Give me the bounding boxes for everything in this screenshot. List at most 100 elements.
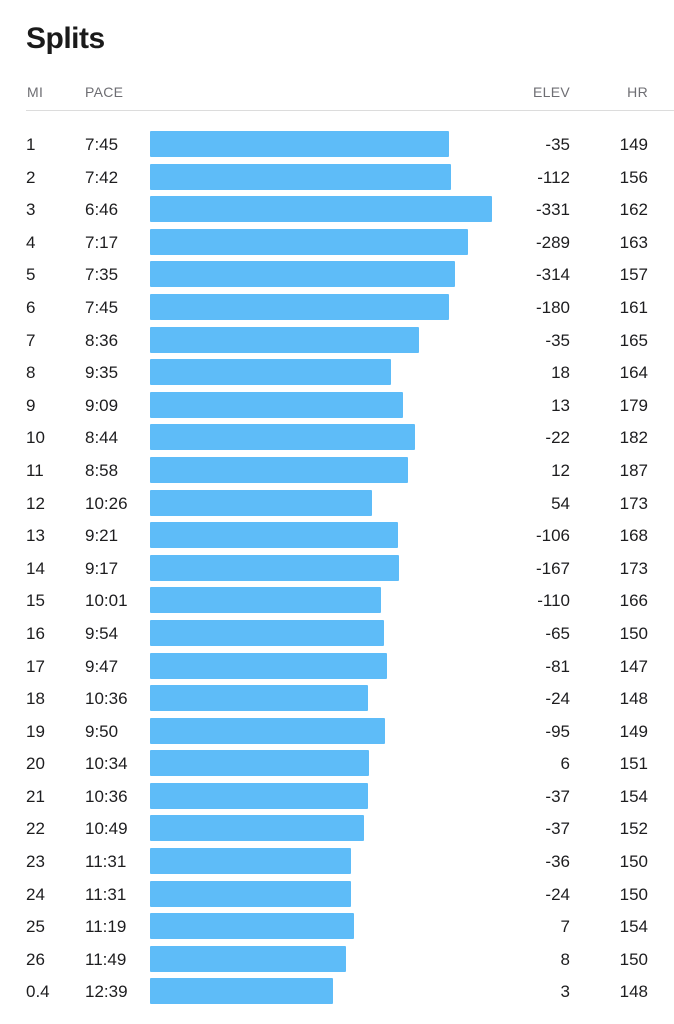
split-mile: 16	[26, 623, 45, 643]
split-elevation: 8	[560, 949, 570, 969]
split-pace: 11:31	[85, 852, 127, 872]
split-heart-rate: 173	[619, 493, 648, 513]
split-heart-rate: 148	[619, 982, 648, 1002]
split-pace: 8:44	[85, 428, 119, 448]
split-heart-rate: 162	[619, 200, 648, 220]
split-row: 25 11:19 7 154	[0, 910, 674, 943]
split-row: 13 9:21 -106 168	[0, 519, 674, 552]
splits-table-header: MI PACE ELEV HR	[0, 80, 674, 104]
split-heart-rate: 148	[619, 689, 648, 709]
split-elevation: -22	[545, 428, 570, 448]
split-row: 23 11:31 -36 150	[0, 845, 674, 878]
split-row: 11 8:58 12 187	[0, 454, 674, 487]
split-elevation: 12	[551, 460, 570, 480]
split-row: 22 10:49 -37 152	[0, 812, 674, 845]
split-pace: 7:45	[85, 297, 119, 317]
split-elevation: -112	[537, 167, 570, 187]
split-pace: 7:17	[85, 232, 119, 252]
split-mile: 14	[26, 558, 45, 578]
pace-bar	[150, 131, 449, 157]
pace-bar	[150, 652, 387, 679]
split-heart-rate: 152	[619, 819, 648, 839]
split-row: 7 8:36 -35 165	[0, 324, 674, 357]
split-mile: 25	[26, 917, 45, 937]
header-elev: ELEV	[533, 84, 570, 100]
pace-bar	[150, 880, 351, 907]
split-row: 18 10:36 -24 148	[0, 682, 674, 715]
split-pace: 9:21	[85, 526, 119, 546]
split-heart-rate: 151	[619, 754, 648, 774]
split-elevation: -24	[545, 884, 570, 904]
split-row: 10 8:44 -22 182	[0, 421, 674, 454]
split-pace: 7:35	[85, 265, 119, 285]
page-title: Splits	[26, 22, 105, 55]
split-elevation: -95	[545, 721, 570, 741]
split-pace: 6:46	[85, 200, 119, 220]
split-mile: 9	[26, 395, 36, 415]
pace-bar	[150, 913, 354, 940]
split-elevation: 54	[551, 493, 570, 513]
pace-bar	[150, 587, 381, 614]
split-row: 5 7:35 -314 157	[0, 258, 674, 291]
split-row: 15 10:01 -110 166	[0, 584, 674, 617]
split-elevation: -37	[545, 819, 570, 839]
pace-bar	[150, 619, 384, 646]
pace-bar	[150, 685, 368, 712]
pace-bar	[150, 228, 468, 255]
split-row: 2 7:42 -112 156	[0, 161, 674, 194]
split-heart-rate: 166	[619, 591, 648, 611]
split-row: 17 9:47 -81 147	[0, 650, 674, 683]
split-pace: 9:17	[85, 558, 119, 578]
pace-bar	[150, 163, 451, 190]
split-heart-rate: 165	[619, 330, 648, 350]
split-heart-rate: 161	[619, 297, 648, 317]
split-pace: 9:09	[85, 395, 119, 415]
split-pace: 8:36	[85, 330, 119, 350]
split-pace: 8:58	[85, 460, 119, 480]
split-elevation: -167	[535, 558, 570, 578]
pace-bar	[150, 717, 385, 744]
header-pace: PACE	[85, 84, 124, 100]
split-elevation: -331	[535, 200, 570, 220]
split-mile: 23	[26, 852, 45, 872]
split-mile: 3	[26, 200, 36, 220]
split-row: 19 9:50 -95 149	[0, 715, 674, 748]
pace-bar	[150, 782, 368, 809]
split-row: 12 10:26 54 173	[0, 487, 674, 520]
split-pace: 7:42	[85, 167, 119, 187]
split-elevation: 18	[551, 363, 570, 383]
split-heart-rate: 154	[619, 786, 648, 806]
splits-list: 1 7:45 -35 149 2 7:42 -112 156 3 6:46 -331 162 4 7:17…	[0, 128, 674, 1008]
split-heart-rate: 156	[619, 167, 648, 187]
split-heart-rate: 164	[619, 363, 648, 383]
split-row: 16 9:54 -65 150	[0, 617, 674, 650]
pace-bar	[150, 522, 398, 549]
pace-bar	[150, 456, 408, 483]
split-heart-rate: 157	[619, 265, 648, 285]
pace-bar	[150, 391, 403, 418]
pace-bar	[150, 750, 369, 777]
pace-bar	[150, 326, 419, 353]
split-heart-rate: 154	[619, 917, 648, 937]
split-pace: 10:34	[85, 754, 128, 774]
split-heart-rate: 149	[619, 721, 648, 741]
split-row: 9 9:09 13 179	[0, 389, 674, 422]
split-mile: 6	[26, 297, 36, 317]
pace-bar	[150, 424, 415, 451]
split-mile: 13	[26, 526, 45, 546]
split-row: 14 9:17 -167 173	[0, 552, 674, 585]
split-elevation: 3	[560, 982, 570, 1002]
split-elevation: -289	[535, 232, 570, 252]
split-mile: 24	[26, 884, 45, 904]
pace-bar	[150, 196, 492, 223]
split-row: 1 7:45 -35 149	[0, 128, 674, 161]
pace-bar	[150, 945, 346, 972]
split-elevation: -24	[545, 689, 570, 709]
split-elevation: -35	[545, 330, 570, 350]
split-mile: 2	[26, 167, 36, 187]
split-mile: 4	[26, 232, 36, 252]
pace-bar	[150, 261, 455, 288]
split-mile: 5	[26, 265, 36, 285]
split-pace: 11:31	[85, 884, 127, 904]
split-elevation: 6	[560, 754, 570, 774]
